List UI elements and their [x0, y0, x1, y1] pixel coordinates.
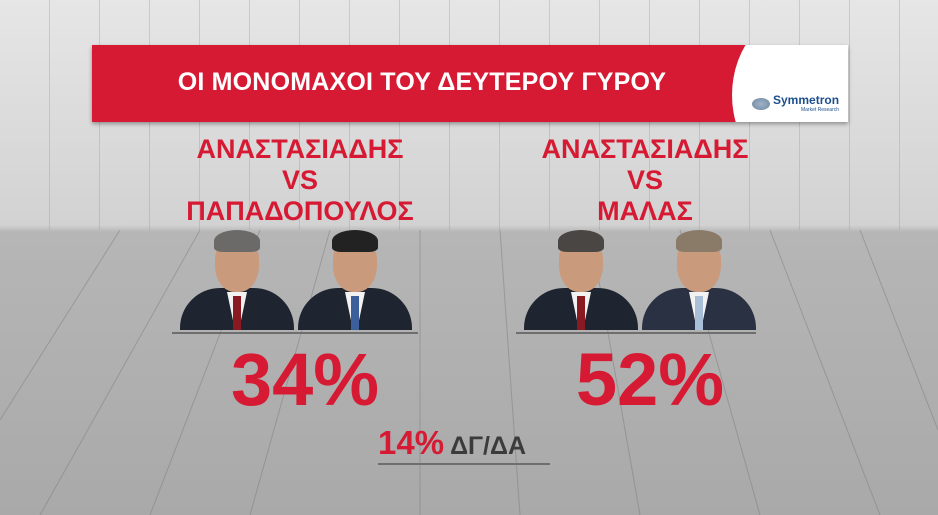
candidate-a-name: ΑΝΑΣΤΑΣΙΑΔΗΣ: [541, 134, 749, 164]
matchup-heading-left: ΑΝΑΣΤΑΣΙΑΔΗΣ VS ΠΑΠΑΔΟΠΟΥΛΟΣ: [150, 134, 450, 227]
divider-line: [516, 332, 756, 334]
result-percent-right: 52%: [575, 338, 725, 421]
candidate-b-name: ΜΑΛΑΣ: [597, 196, 693, 226]
candidate-photo: [524, 228, 638, 330]
undecided-underline: [378, 463, 550, 465]
divider-line: [172, 332, 418, 334]
page-title: ΟΙ ΜΟΝΟΜΑΧΟΙ ΤΟΥ ΔΕΥΤΕΡΟΥ ΓΥΡΟΥ: [177, 68, 667, 96]
candidate-b-name: ΠΑΠΑΔΟΠΟΥΛΟΣ: [186, 196, 414, 226]
logo-subtitle: Market Research: [800, 107, 840, 113]
title-banner: ΟΙ ΜΟΝΟΜΑΧΟΙ ΤΟΥ ΔΕΥΤΕΡΟΥ ΓΥΡΟΥ Symmetro…: [92, 45, 848, 122]
banner-curve: [732, 45, 848, 122]
vs-label: VS: [281, 165, 319, 195]
symmetron-logo: Symmetron Market Research: [752, 93, 839, 114]
candidate-photo: [642, 228, 756, 330]
candidate-a-name: ΑΝΑΣΤΑΣΙΑΔΗΣ: [196, 134, 404, 164]
undecided-label: ΔΓ/ΔΑ: [450, 432, 527, 460]
candidate-photo: [180, 228, 294, 330]
undecided-percent: 14%: [378, 424, 445, 461]
vs-label: VS: [626, 165, 664, 195]
logo-name: Symmetron: [773, 93, 840, 107]
undecided-stat: 14% ΔΓ/ΔΑ: [378, 424, 526, 469]
candidate-photos-right: [524, 228, 756, 330]
candidate-photo: [298, 228, 412, 330]
matchup-heading-right: ΑΝΑΣΤΑΣΙΑΔΗΣ VS ΜΑΛΑΣ: [495, 134, 795, 227]
candidate-photos-left: [180, 228, 412, 330]
logo-mark-icon: [752, 97, 770, 110]
result-percent-left: 34%: [230, 338, 380, 421]
